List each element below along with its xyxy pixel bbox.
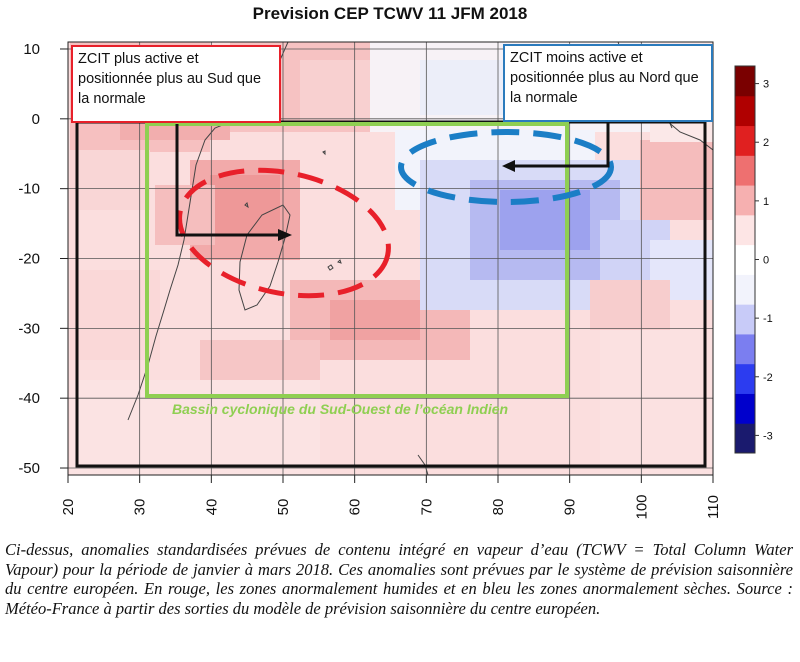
colorbar: [735, 66, 755, 454]
colorbar-ticks: 3 2 1 0 -1 -2 -3: [755, 79, 773, 442]
north-zcit-ellipse: [398, 129, 614, 205]
colorbar-tick-label: 0: [763, 255, 769, 267]
colorbar-step: [735, 423, 755, 454]
colorbar-tick-label: -3: [763, 430, 773, 442]
colorbar-step: [735, 185, 755, 216]
x-tick-label: 110: [705, 495, 722, 519]
y-tick-label: 10: [23, 41, 40, 58]
north-shift-arrow: [512, 122, 610, 168]
colorbar-tick-label: -2: [763, 372, 773, 384]
x-tick-label: 60: [347, 499, 364, 516]
colorbar-tick-label: 1: [763, 196, 769, 208]
south-shift-arrowhead: [278, 229, 292, 241]
north-zcit-note: ZCIT moins active et positionnée plus au…: [503, 44, 713, 122]
colorbar-step: [735, 363, 755, 394]
y-axis-labels: 10 0 -10 -20 -30 -40 -50: [18, 41, 68, 477]
basin-box: [145, 122, 569, 398]
north-shift-arrowhead: [502, 160, 515, 172]
colorbar-step: [735, 125, 755, 156]
x-tick-label: 50: [275, 499, 292, 516]
y-tick-label: -40: [18, 390, 40, 407]
south-zcit-note: ZCIT plus active et positionnée plus au …: [71, 45, 281, 123]
y-tick-label: 0: [32, 111, 40, 128]
colorbar-step: [735, 66, 755, 97]
x-tick-label: 30: [132, 499, 149, 516]
y-tick-label: -20: [18, 251, 40, 268]
x-axis-labels: 20 30 40 50 60 70 80 90 100 110: [60, 475, 722, 520]
colorbar-step: [735, 95, 755, 127]
x-tick-label: 80: [490, 499, 507, 516]
x-tick-label: 100: [633, 494, 650, 519]
y-tick-label: -50: [18, 460, 40, 477]
map-title: Prevision CEP TCWV 11 JFM 2018: [252, 4, 528, 23]
basin-label: Bassin cyclonique du Sud-Ouest de l’océa…: [172, 401, 509, 417]
colorbar-step: [735, 274, 755, 305]
y-tick-label: -30: [18, 320, 40, 337]
colorbar-tick-label: -1: [763, 313, 773, 325]
colorbar-step: [735, 393, 755, 424]
colorbar-step: [735, 333, 755, 365]
figure-caption: Ci-dessus, anomalies standardisées prévu…: [5, 540, 793, 618]
colorbar-tick-label: 3: [763, 79, 769, 91]
x-tick-label: 20: [60, 499, 77, 516]
x-tick-label: 70: [418, 499, 435, 516]
colorbar-step: [735, 214, 755, 246]
south-zcit-ellipse: [177, 167, 391, 299]
south-shift-arrow: [175, 124, 280, 237]
y-tick-label: -10: [18, 181, 40, 198]
colorbar-tick-label: 2: [763, 137, 769, 149]
colorbar-step: [735, 155, 755, 186]
colorbar-step: [735, 304, 755, 335]
x-tick-label: 90: [562, 499, 579, 516]
colorbar-step: [735, 244, 755, 275]
x-tick-label: 40: [203, 499, 220, 516]
